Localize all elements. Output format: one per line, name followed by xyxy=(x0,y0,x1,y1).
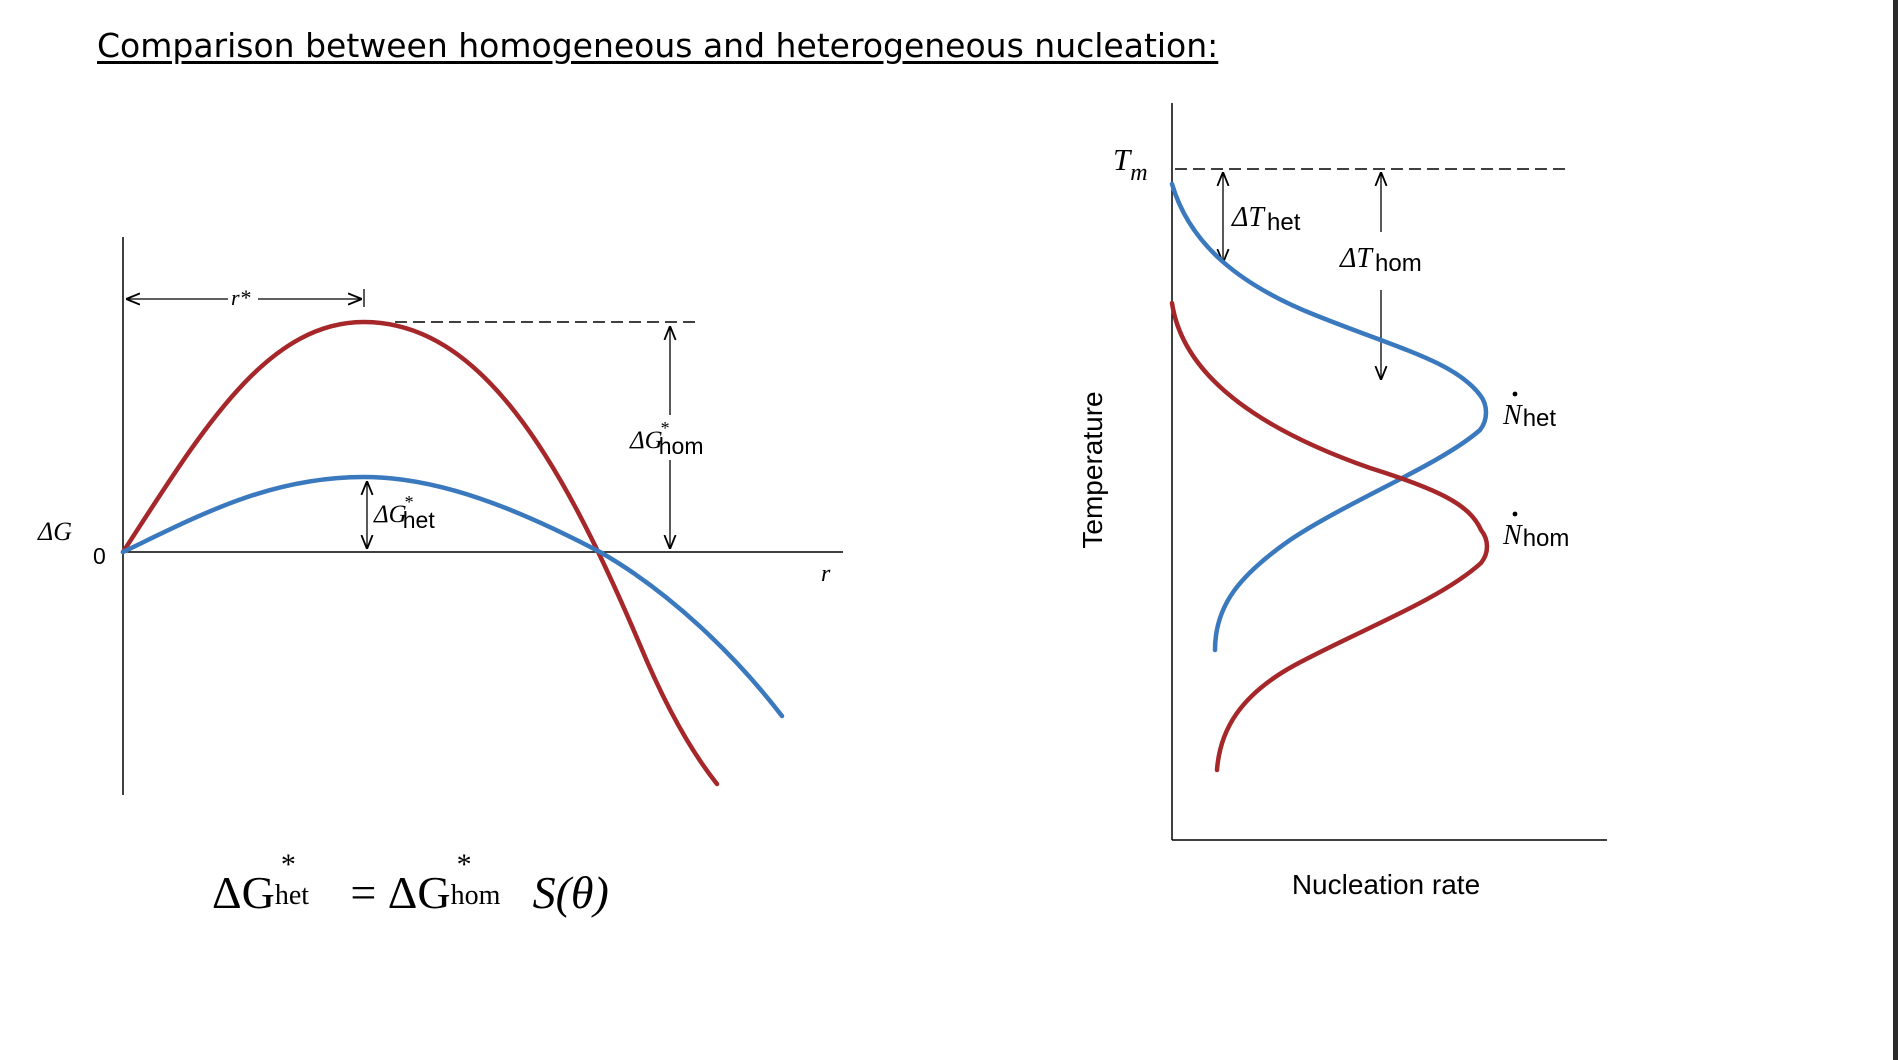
eq-equals: = xyxy=(350,867,377,918)
eq-rhs: ΔG xyxy=(387,867,451,918)
n-het-dot xyxy=(1512,391,1518,397)
origin-label: 0 xyxy=(93,543,106,569)
n-hom-dot xyxy=(1512,511,1518,517)
eq-factor: S(θ) xyxy=(532,867,609,918)
eq-lhs-scripts: * het xyxy=(274,848,310,911)
dg-het-label: ΔG* het xyxy=(373,492,435,533)
delta-g-axis-label: ΔG xyxy=(37,517,72,546)
svg-text:Nhet: Nhet xyxy=(1502,400,1556,432)
temperature-axis-label: Temperature xyxy=(1077,391,1108,548)
page-title: Comparison between homogeneous and heter… xyxy=(97,26,1219,65)
free-energy-diagram: r* ΔG* hom ΔG* het ΔG 0 r xyxy=(37,237,843,795)
n-hom-label: Nhom xyxy=(1502,511,1569,552)
nucleation-rate-axis-label: Nucleation rate xyxy=(1292,869,1480,900)
slide-edge-bar xyxy=(1893,0,1898,1060)
n-het-label: Nhet xyxy=(1502,391,1556,432)
heterogeneous-rate-curve xyxy=(1169,181,1489,653)
svg-text:Nhom: Nhom xyxy=(1502,520,1569,552)
dt-het-label: ΔT het xyxy=(1231,202,1301,236)
heterogeneous-curve xyxy=(120,474,785,719)
tm-label: Tm xyxy=(1113,142,1148,186)
nucleation-rate-diagram: Tm ΔT het ΔT hom Nhet Nhom T xyxy=(1077,103,1607,900)
homogeneous-curve xyxy=(120,319,720,787)
r-star-label: r* xyxy=(231,285,251,310)
dg-hom-label: ΔG* hom xyxy=(629,418,703,459)
r-axis-label: r xyxy=(821,561,831,587)
eq-rhs-scripts: * hom xyxy=(450,848,501,911)
eq-lhs: ΔG xyxy=(212,867,275,918)
dt-hom-label: ΔT hom xyxy=(1339,243,1422,277)
homogeneous-rate-curve xyxy=(1169,300,1490,773)
nucleation-equation: ΔG * het = ΔG * hom S(θ) xyxy=(212,848,609,919)
